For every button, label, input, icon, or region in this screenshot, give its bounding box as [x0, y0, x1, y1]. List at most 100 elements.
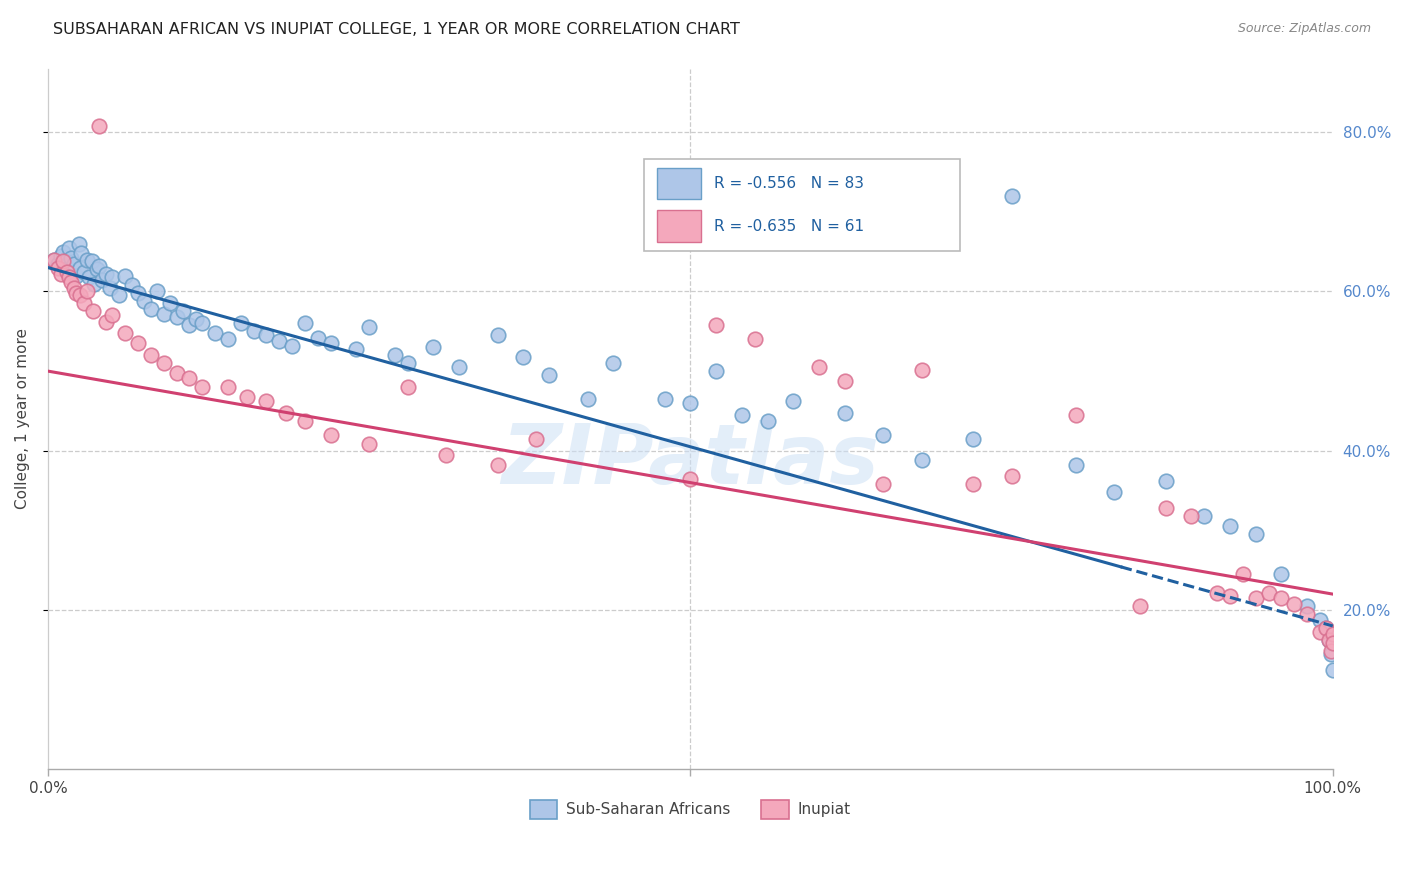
Point: [294, 317, 316, 331]
Point: [911, 453, 934, 467]
Point: [67, 236, 90, 251]
Point: [44, 252, 66, 267]
Point: [139, 348, 162, 362]
Text: ZIPatlas: ZIPatlas: [502, 420, 879, 501]
Point: [69, 260, 91, 275]
Point: [58, 241, 80, 255]
Point: [704, 364, 727, 378]
Point: [172, 304, 194, 318]
Point: [756, 413, 779, 427]
Point: [134, 294, 156, 309]
Point: [962, 432, 984, 446]
Point: [49, 249, 72, 263]
Point: [236, 390, 259, 404]
Point: [114, 268, 136, 283]
Point: [359, 437, 381, 451]
Point: [1194, 509, 1216, 524]
Point: [94, 315, 117, 329]
Point: [486, 328, 509, 343]
Point: [704, 318, 727, 332]
Point: [422, 340, 444, 354]
Point: [1244, 591, 1267, 606]
Point: [73, 264, 96, 278]
Point: [166, 310, 188, 324]
Point: [434, 448, 457, 462]
Point: [1219, 519, 1241, 533]
Point: [834, 374, 856, 388]
Point: [60, 275, 83, 289]
Point: [204, 326, 226, 340]
Text: R = -0.635   N = 61: R = -0.635 N = 61: [714, 219, 863, 234]
Point: [1309, 613, 1331, 627]
Point: [834, 405, 856, 419]
Point: [1315, 621, 1337, 635]
Point: [1064, 458, 1087, 472]
Point: [217, 332, 239, 346]
Point: [152, 307, 174, 321]
Point: [384, 348, 406, 362]
Point: [1219, 589, 1241, 603]
Point: [512, 350, 534, 364]
Point: [654, 392, 676, 406]
Point: [344, 342, 367, 356]
Point: [1317, 633, 1340, 648]
Point: [679, 396, 702, 410]
Point: [191, 380, 214, 394]
Point: [62, 280, 84, 294]
Point: [52, 244, 75, 259]
FancyBboxPatch shape: [657, 211, 702, 242]
Point: [524, 432, 547, 446]
Point: [70, 246, 93, 260]
Point: [294, 413, 316, 427]
Point: [159, 296, 181, 310]
Point: [94, 267, 117, 281]
Point: [1257, 585, 1279, 599]
Point: [1320, 644, 1343, 658]
Point: [731, 408, 754, 422]
Point: [307, 331, 329, 345]
Text: SUBSAHARAN AFRICAN VS INUPIAT COLLEGE, 1 YEAR OR MORE CORRELATION CHART: SUBSAHARAN AFRICAN VS INUPIAT COLLEGE, 1…: [53, 22, 741, 37]
Point: [359, 320, 381, 334]
Point: [76, 252, 98, 267]
Point: [179, 370, 201, 384]
Point: [242, 324, 264, 338]
Point: [191, 317, 214, 331]
Point: [1296, 607, 1319, 621]
Point: [256, 394, 278, 409]
Point: [872, 427, 894, 442]
Point: [396, 380, 419, 394]
FancyBboxPatch shape: [657, 168, 702, 199]
Text: R = -0.556   N = 83: R = -0.556 N = 83: [714, 176, 863, 191]
Point: [911, 362, 934, 376]
Point: [86, 262, 108, 277]
Point: [1309, 625, 1331, 640]
Legend: Sub-Saharan Africans, Inupiat: Sub-Saharan Africans, Inupiat: [523, 794, 858, 825]
Point: [114, 326, 136, 340]
Point: [101, 309, 124, 323]
Point: [1206, 585, 1229, 599]
Point: [56, 262, 79, 277]
Point: [1296, 599, 1319, 613]
Point: [744, 332, 766, 346]
Point: [69, 288, 91, 302]
Point: [98, 280, 121, 294]
Point: [83, 277, 105, 291]
Point: [1000, 189, 1022, 203]
FancyBboxPatch shape: [644, 159, 960, 252]
Point: [319, 427, 342, 442]
Point: [80, 254, 103, 268]
Point: [65, 286, 87, 301]
Point: [179, 318, 201, 332]
Y-axis label: College, 1 year or more: College, 1 year or more: [15, 328, 30, 509]
Point: [49, 267, 72, 281]
Point: [486, 458, 509, 472]
Point: [1317, 633, 1340, 648]
Point: [449, 360, 471, 375]
Point: [679, 472, 702, 486]
Point: [538, 368, 561, 383]
Point: [872, 477, 894, 491]
Point: [807, 360, 830, 375]
Point: [60, 251, 83, 265]
Point: [602, 356, 624, 370]
Point: [229, 317, 252, 331]
